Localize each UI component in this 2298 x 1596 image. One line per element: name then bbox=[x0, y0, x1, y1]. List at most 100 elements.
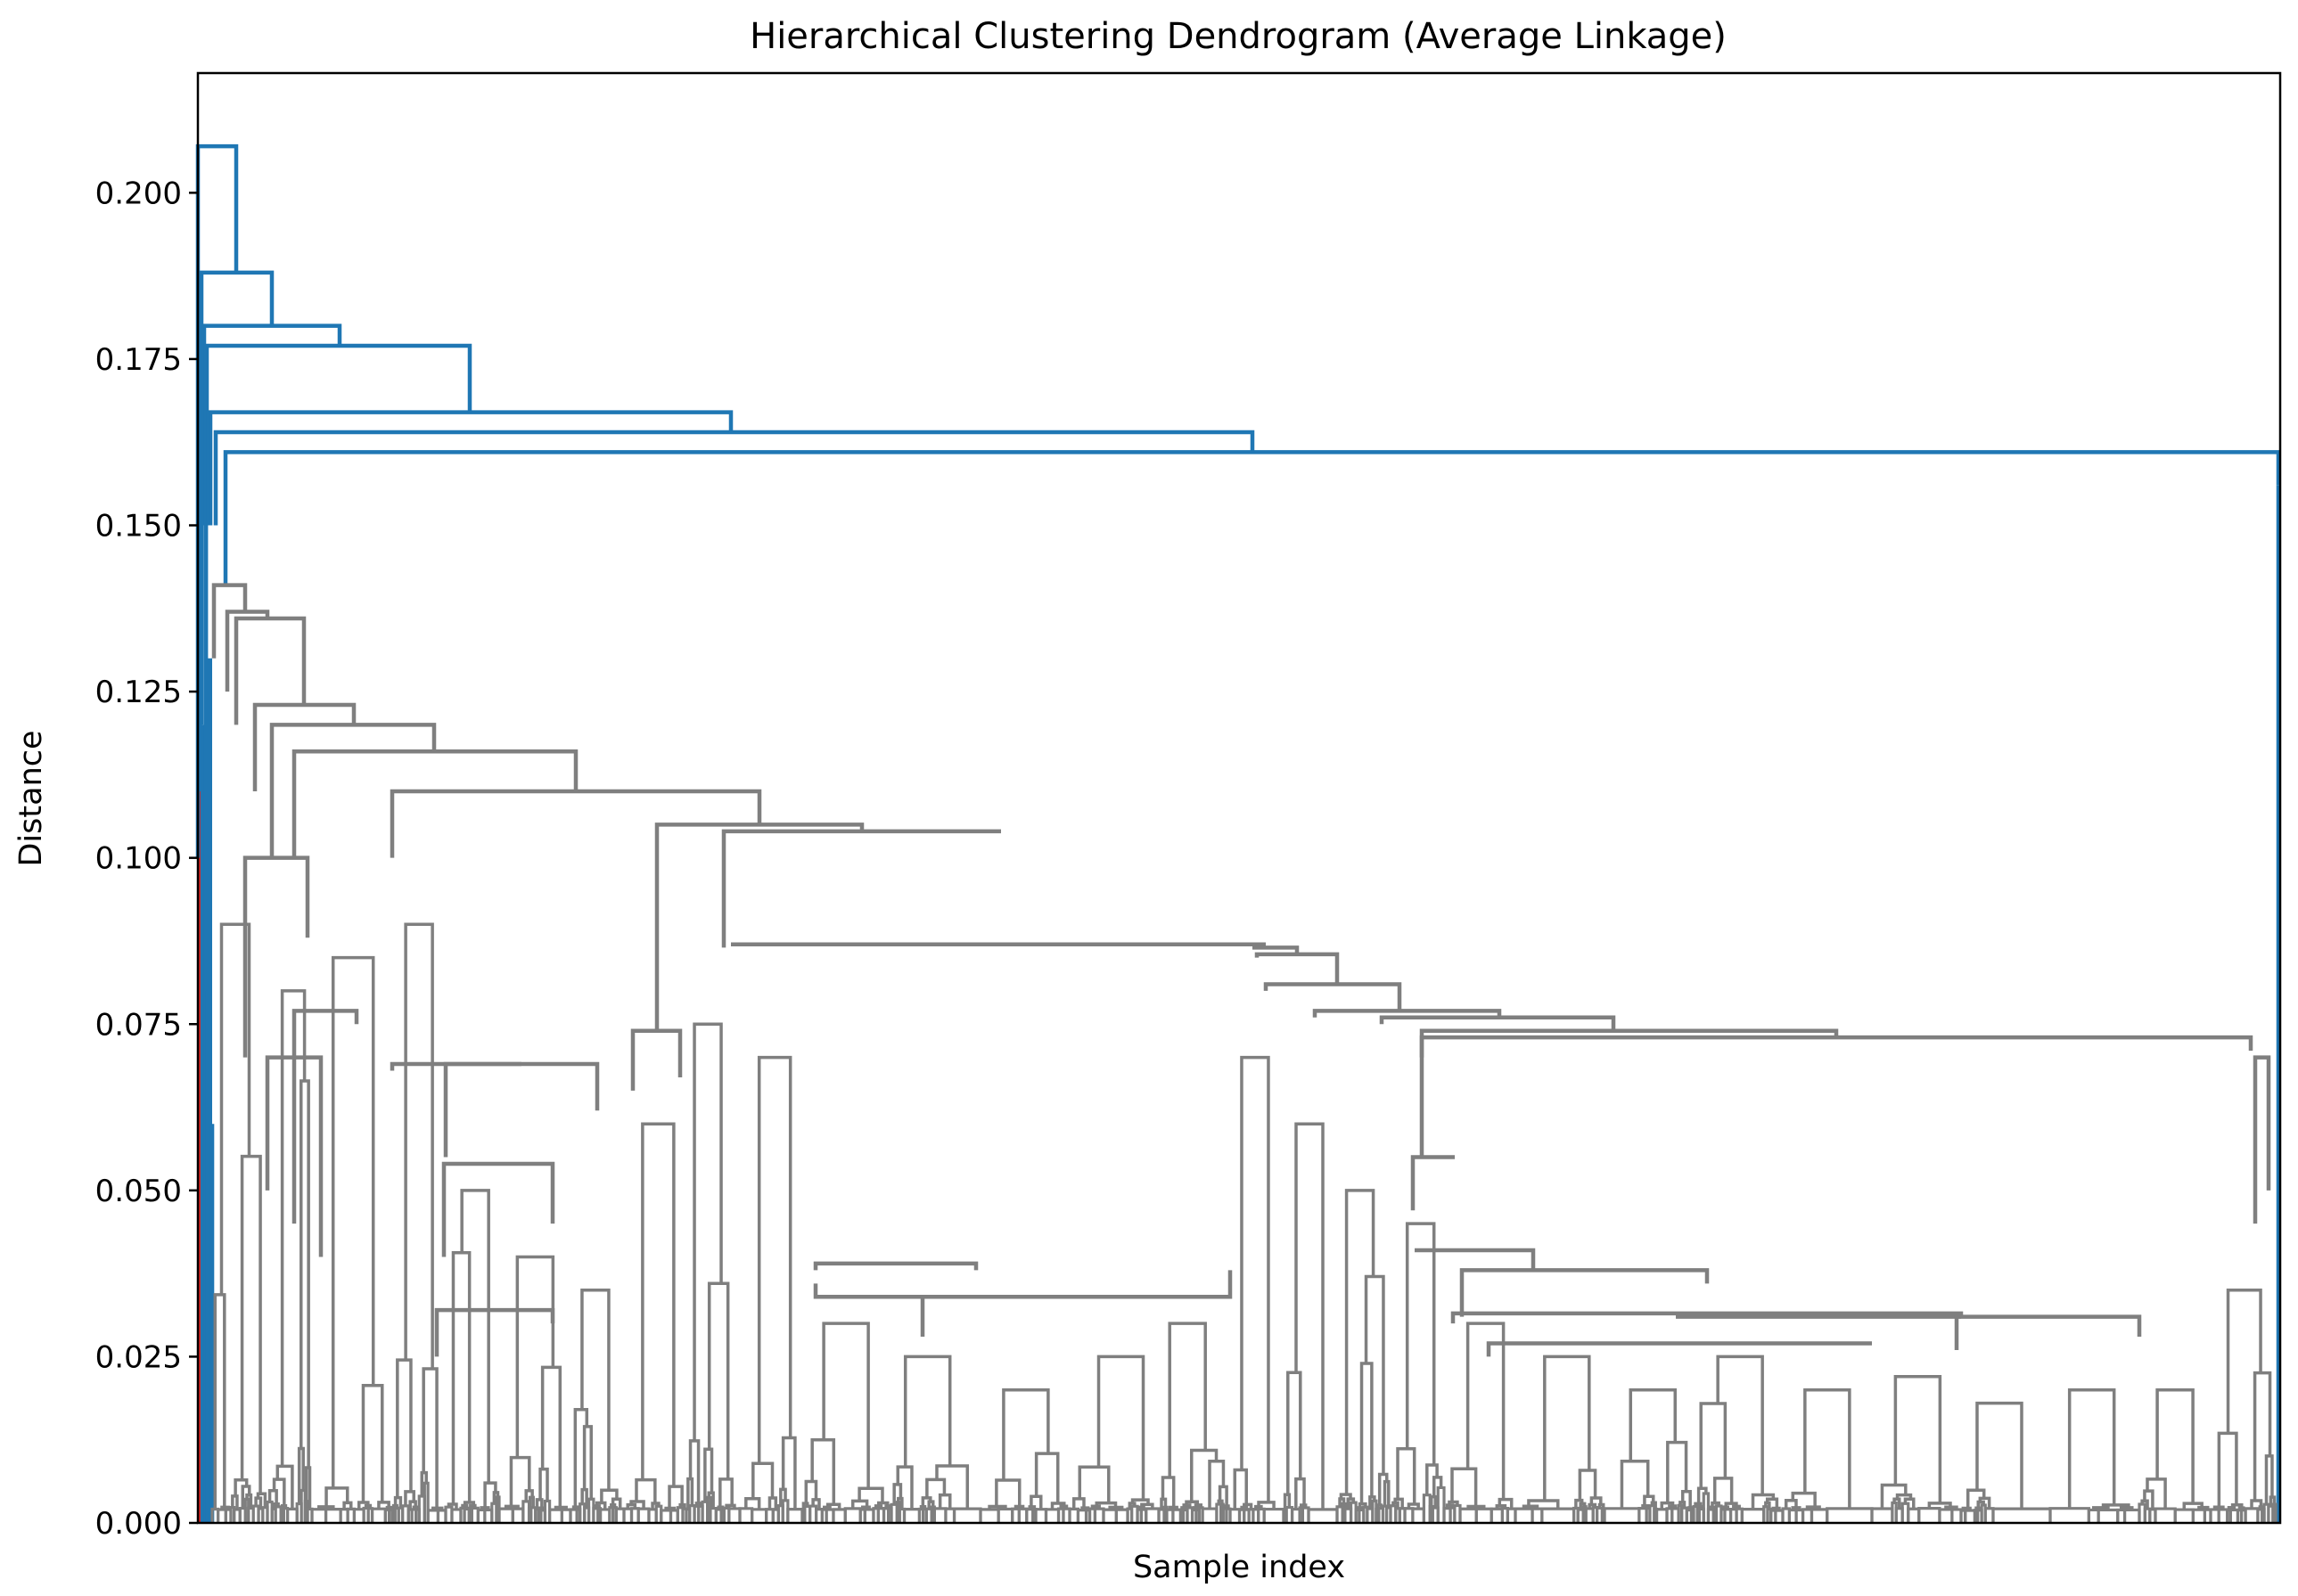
dendrogram-leaf-link bbox=[1870, 1507, 1894, 1523]
dendrogram-link bbox=[1459, 1268, 1710, 1317]
dendrogram-link bbox=[441, 1161, 555, 1257]
dendrogram-link bbox=[213, 1293, 226, 1510]
dendrogram-leaf-link bbox=[497, 1507, 514, 1523]
dendrogram-link bbox=[903, 1355, 952, 1468]
dendrogram-link bbox=[810, 1438, 836, 1505]
y-tick-label: 0.100 bbox=[95, 841, 182, 877]
dendrogram-link bbox=[1966, 1488, 1986, 1509]
dendrogram-link bbox=[1377, 1472, 1389, 1505]
dendrogram-link bbox=[2250, 1499, 2263, 1509]
dendrogram-link bbox=[225, 610, 270, 692]
dendrogram-link bbox=[1189, 1448, 1219, 1502]
dendrogram-leaf-link bbox=[1114, 1508, 1129, 1523]
dendrogram-leaf-link bbox=[902, 1508, 922, 1523]
x-axis-label: Sample index bbox=[1133, 1550, 1345, 1585]
dendrogram-link bbox=[804, 1479, 818, 1504]
dendrogram-leaf-link bbox=[1964, 1509, 1977, 1523]
dendrogram-link bbox=[528, 1495, 535, 1510]
dendrogram-link bbox=[1448, 1500, 1459, 1506]
dendrogram-link bbox=[1415, 1248, 1536, 1271]
dendrogram-link bbox=[1168, 1322, 1207, 1477]
dendrogram-link bbox=[921, 1496, 932, 1507]
dendrogram-link bbox=[211, 583, 248, 659]
dendrogram-link bbox=[393, 1495, 403, 1509]
dendrogram-link bbox=[231, 1494, 239, 1510]
dendrogram-link bbox=[1791, 1491, 1817, 1508]
dendrogram-leaf-link bbox=[952, 1507, 982, 1523]
dendrogram-leaf-link bbox=[727, 1507, 742, 1523]
dendrogram-leaf-link bbox=[636, 1507, 651, 1523]
dendrogram-link bbox=[420, 1470, 428, 1496]
dendrogram-leaf-link bbox=[2191, 1508, 2207, 1523]
dendrogram-link bbox=[811, 1498, 821, 1510]
dendrogram-link bbox=[1579, 1502, 1587, 1510]
dendrogram-link bbox=[280, 989, 307, 1467]
dendrogram-link bbox=[460, 1189, 490, 1484]
dendrogram-link bbox=[635, 1477, 657, 1503]
dendrogram-leaf-link bbox=[2244, 1507, 2260, 1523]
dendrogram-links bbox=[195, 143, 2281, 1523]
dendrogram-link bbox=[686, 1477, 694, 1510]
dendrogram-link bbox=[582, 1425, 593, 1500]
dendrogram-link bbox=[920, 1295, 1230, 1338]
dendrogram-link bbox=[234, 1477, 249, 1496]
dendrogram-leaf-link bbox=[2097, 1508, 2120, 1523]
dendrogram-link bbox=[234, 616, 307, 725]
dendrogram-leaf-link bbox=[1917, 1506, 1941, 1523]
dendrogram-link bbox=[1803, 1387, 1851, 1509]
dendrogram-link bbox=[272, 1477, 286, 1506]
dendrogram-link bbox=[451, 1250, 472, 1505]
dendrogram-link bbox=[1978, 1496, 1991, 1509]
dendrogram-link bbox=[256, 1492, 267, 1508]
dendrogram-link bbox=[408, 1500, 417, 1510]
dendrogram-link bbox=[208, 410, 734, 526]
dendrogram-leaf-link bbox=[1034, 1508, 1048, 1523]
dendrogram-link bbox=[2155, 1387, 2195, 1504]
dendrogram-link bbox=[1765, 1497, 1779, 1509]
dendrogram-link bbox=[219, 922, 251, 1295]
dendrogram-leaf-link bbox=[832, 1508, 847, 1523]
dendrogram-link bbox=[254, 1496, 263, 1509]
dendrogram-link bbox=[813, 1261, 979, 1271]
dendrogram-leaf-link bbox=[1474, 1507, 1493, 1523]
dendrogram-leaf-link bbox=[997, 1507, 1014, 1523]
dendrogram-link bbox=[707, 1491, 715, 1509]
dendrogram-link bbox=[2226, 1289, 2262, 1434]
dendrogram-link bbox=[1130, 1498, 1150, 1505]
dendrogram-link bbox=[390, 789, 762, 858]
dendrogram-link bbox=[629, 1500, 645, 1510]
y-tick-label: 0.150 bbox=[95, 509, 182, 544]
dendrogram-leaf-link bbox=[548, 1508, 564, 1523]
dendrogram-link bbox=[304, 1466, 312, 1510]
dendrogram-leaf-link bbox=[1262, 1507, 1285, 1523]
dendrogram-leaf-link bbox=[2271, 1502, 2277, 1523]
dendrogram-link bbox=[626, 1502, 637, 1510]
dendrogram-link bbox=[2146, 1477, 2167, 1510]
dendrogram-leaf-link bbox=[1531, 1507, 1544, 1523]
dendrogram-link bbox=[540, 1365, 562, 1508]
dendrogram-leaf-link bbox=[1810, 1508, 1829, 1523]
dendrogram-link bbox=[1680, 1489, 1692, 1508]
dendrogram-link bbox=[1643, 1494, 1655, 1506]
dendrogram-link bbox=[213, 430, 1255, 526]
dendrogram-leaf-link bbox=[1514, 1507, 1534, 1523]
dendrogram-link bbox=[1185, 1500, 1200, 1505]
dendrogram-link bbox=[995, 1478, 1022, 1507]
dendrogram-link bbox=[1954, 1314, 2142, 1350]
dendrogram-link bbox=[1358, 1502, 1367, 1508]
dendrogram-link bbox=[1161, 1476, 1176, 1508]
dendrogram-link bbox=[1486, 1341, 1872, 1357]
dendrogram-link bbox=[1096, 1355, 1145, 1501]
dendrogram-leaf-link bbox=[352, 1508, 365, 1523]
dendrogram-leaf-link bbox=[1145, 1507, 1161, 1523]
dendrogram-link bbox=[1751, 1493, 1776, 1510]
dendrogram-link bbox=[267, 1488, 278, 1504]
dendrogram-link bbox=[483, 1481, 497, 1508]
dendrogram-leaf-link bbox=[2087, 1508, 2100, 1523]
dendrogram-link bbox=[573, 1408, 589, 1508]
dendrogram-leaf-link bbox=[1458, 1507, 1478, 1523]
dendrogram-link bbox=[297, 1446, 305, 1504]
dendrogram-link bbox=[1160, 1497, 1168, 1510]
dendrogram-link bbox=[1574, 1498, 1584, 1509]
dendrogram-leaf-link bbox=[751, 1508, 768, 1523]
